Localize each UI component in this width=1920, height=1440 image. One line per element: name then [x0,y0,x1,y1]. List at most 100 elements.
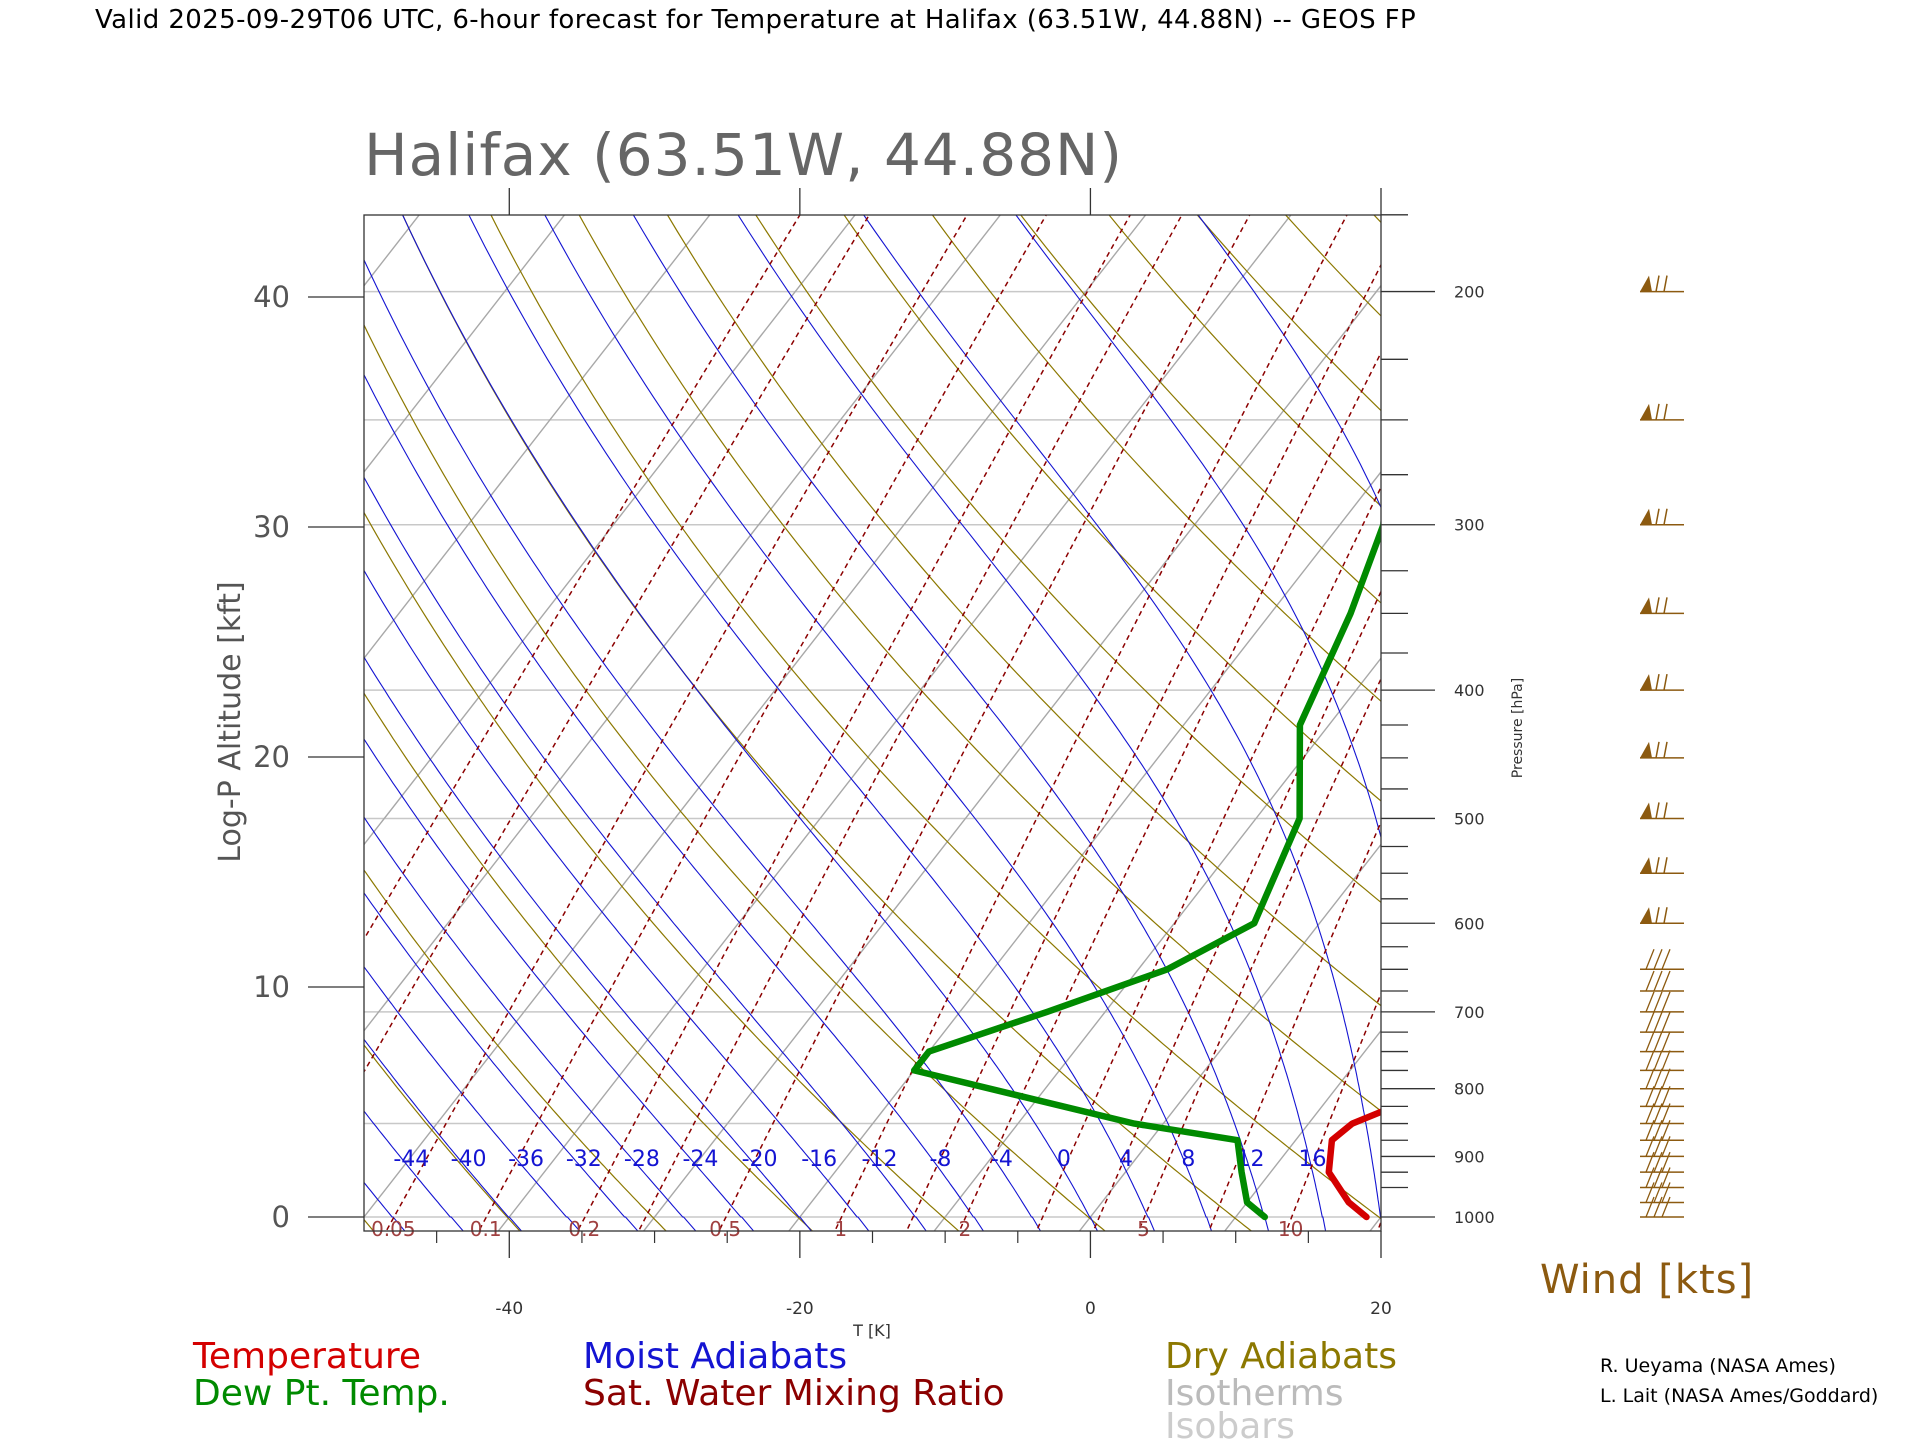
temperature-profile [1325,1108,1381,1221]
dry-adiabat-line [490,215,1381,1220]
pressure-tick-label: 400 [1454,681,1485,700]
legend-dry-adiabats: Dry Adiabats [1165,1336,1397,1377]
isotherm-line [1223,1029,1381,1231]
moist-adiabat-line [401,215,1099,1231]
legend-moist-adiabats: Moist Adiabats [583,1336,847,1377]
plot-title: Halifax (63.51W, 44.88N) [364,121,1123,189]
dry-adiabat-line [364,1218,375,1231]
dry-adiabat-line [1437,0,1920,1261]
dry-adiabat-line [1145,0,1920,1261]
moist-adiabat-line [0,0,312,1261]
mixing-ratio-label: 0.05 [371,1217,416,1241]
wind-barb [1640,857,1684,874]
moist-adiabat-label: -8 [929,1147,951,1172]
wind-label: Wind [kts] [1540,1257,1754,1303]
isotherm-line [0,175,305,1271]
dry-adiabat-line [1108,215,1381,507]
mixing-ratio-label: 0.1 [470,1217,502,1241]
page-header: Valid 2025-09-29T06 UTC, 6-hour forecast… [95,5,1416,35]
mixing-ratio-label: 1 [834,1217,847,1241]
isotherm-line [1078,843,1381,1231]
dry-adiabat-line [1218,0,1920,1261]
moist-adiabat-line [737,215,1327,1231]
isotherm-line [364,215,856,846]
mixing-ratio-line [1603,126,1920,1261]
legend-dewpoint: Dew Pt. Temp. [193,1373,450,1414]
dry-adiabat-line [364,323,1106,1231]
wind-barb [1640,1182,1684,1204]
y-tick-label: 40 [253,280,290,314]
x-tick-label: 20 [1370,1299,1392,1319]
moist-adiabat-label: -20 [742,1147,778,1172]
moist-adiabat-line [544,215,1213,1231]
wind-barb [1640,991,1684,1013]
isotherm-line [364,215,566,474]
isotherm-line [0,175,14,1271]
line-labels: -44 -40 -36 -32 -28 -24 -20 -16 -12 -8 -4 0 4 8 12 160.… [371,1147,1326,1241]
wind-barb [1640,403,1684,421]
mixing-ratio-line [477,215,1048,1231]
mixing-ratio-line [1434,126,1888,1261]
mixing-ratio-label: 5 [1137,1217,1150,1241]
dry-adiabat-line [1196,215,1381,412]
mixing-ratio-label: 0.2 [568,1217,600,1241]
mixing-ratio-line [1208,820,1381,1231]
moist-adiabat-label: 4 [1119,1147,1133,1172]
mixing-ratio-line [958,351,1381,1231]
dry-adiabat-line [364,869,667,1231]
dry-adiabat-line [578,215,1381,1112]
moist-adiabat-line [364,476,927,1231]
wind-barb [1640,1050,1684,1072]
x-tick-label: -20 [786,1299,814,1319]
y-tick-label: 20 [253,740,290,774]
moist-adiabat-line [364,373,985,1231]
mixing-ratio-line [834,215,1348,1231]
legend-isotherms: Isotherms [1165,1373,1343,1414]
axes: 0102030401000900800700600500400300200-40… [253,188,1495,1319]
moist-adiabat-line [1015,215,1381,840]
mixing-ratio-line [1487,126,1920,1261]
mixing-ratio-label: 0.5 [709,1217,741,1241]
legend-mixing-ratio: Sat. Water Mixing Ratio [583,1373,1005,1414]
mixing-ratio-label: 10 [1278,1217,1303,1241]
moist-adiabat-line [364,258,1042,1231]
moist-adiabat-line [1406,0,1638,1261]
moist-adiabat-label: -32 [566,1147,602,1172]
y-tick-label: 30 [253,510,290,544]
dry-adiabat-line [1291,0,1920,1261]
moist-adiabat-label: 16 [1298,1147,1326,1172]
moist-adiabat-label: -16 [801,1147,837,1172]
mixing-ratio-line [637,215,1183,1231]
moist-adiabat-line [364,738,755,1231]
isotherm-line [364,215,1002,1032]
y-tick-label: 0 [272,1200,290,1234]
y-axis-label: Log-P Altitude [kft] [213,581,248,862]
mixing-ratio-line [385,215,968,1231]
dry-adiabat-line [1364,0,1920,1261]
wind-barb [1640,508,1684,526]
dry-adiabat-line [1510,0,1920,1261]
mixing-ratio-line [364,215,871,1074]
dewpoint-profile [910,514,1381,1221]
wind-barb [1640,1119,1684,1141]
pressure-tick-label: 300 [1454,516,1485,535]
moist-adiabat-label: -36 [508,1147,544,1172]
moist-adiabat-line [364,891,639,1231]
y-tick-label: 10 [253,970,290,1004]
isotherm-line [497,215,1292,1231]
wind-barb [1640,1167,1684,1189]
moist-adiabat-line [1725,0,1876,1261]
moist-adiabat-label: 0 [1057,1147,1071,1172]
moist-adiabat-label: -44 [393,1147,429,1172]
mixing-ratio-line [1532,126,1920,1261]
wind-barb [1640,741,1684,759]
moist-adiabat-line [364,569,870,1231]
moist-adiabat-line [1197,215,1381,509]
moist-adiabat-label: -4 [991,1147,1013,1172]
moist-adiabat-line [364,965,581,1231]
mixing-ratio-line [718,215,1251,1231]
wind-barb [1640,1031,1684,1053]
moist-adiabat-line [1668,0,1742,1261]
wind-barbs [1640,275,1684,1218]
wind-barb [1640,275,1684,293]
